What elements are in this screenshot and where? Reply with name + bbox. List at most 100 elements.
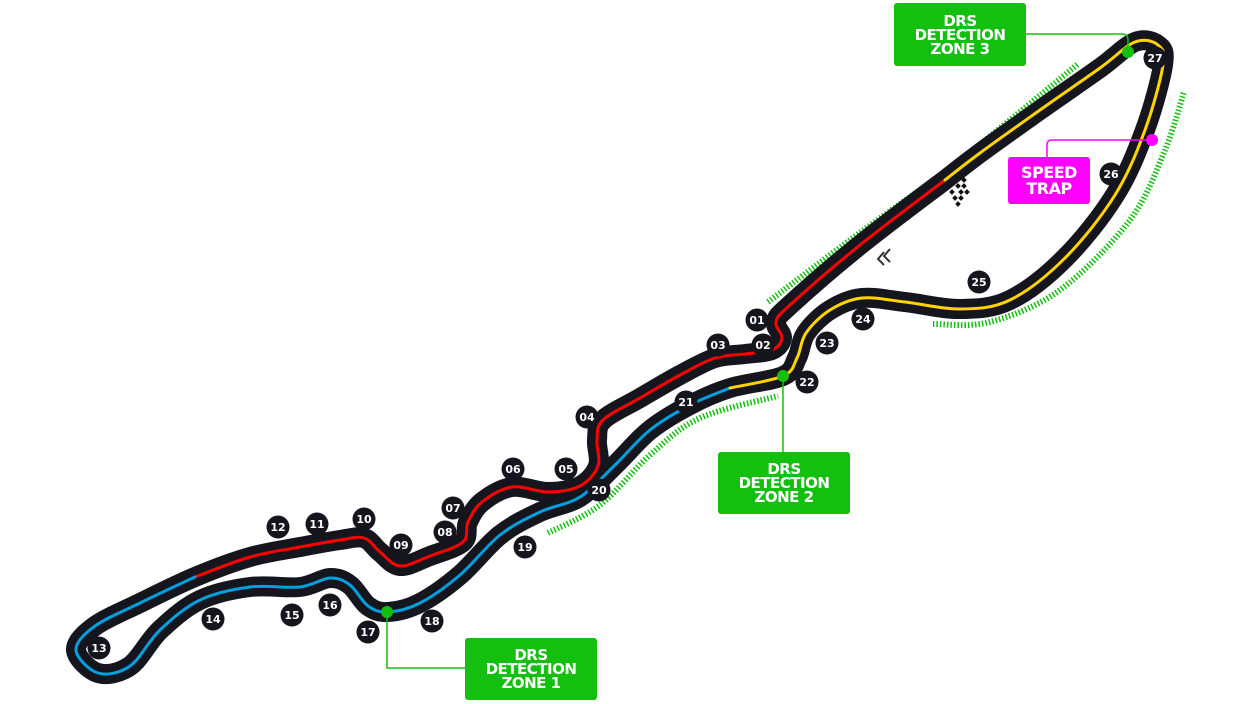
detection-dot bbox=[1146, 134, 1158, 146]
flag-square bbox=[955, 183, 961, 189]
turn-number: 27 bbox=[1147, 52, 1162, 65]
drs-detection-zone-1-label: DRS DETECTION ZONE 1 bbox=[465, 638, 597, 700]
turn-26: 26 bbox=[1099, 162, 1123, 186]
turn-18: 18 bbox=[420, 609, 444, 633]
turn-07: 07 bbox=[441, 496, 465, 520]
turn-03: 03 bbox=[706, 333, 730, 357]
turn-marker bbox=[587, 478, 611, 502]
turn-22: 22 bbox=[795, 370, 819, 394]
flag-square bbox=[961, 183, 967, 189]
turn-number: 25 bbox=[971, 276, 986, 289]
turn-marker bbox=[751, 333, 775, 357]
turn-number: 22 bbox=[799, 376, 814, 389]
sector-3-line bbox=[728, 38, 1166, 390]
turn-number: 10 bbox=[356, 513, 372, 526]
turn-number: 19 bbox=[517, 541, 532, 554]
turn-marker bbox=[356, 620, 380, 644]
flag-square bbox=[952, 195, 958, 201]
turn-20: 20 bbox=[587, 478, 611, 502]
turn-12: 12 bbox=[266, 515, 290, 539]
turn-number: 04 bbox=[579, 411, 595, 424]
turn-markers: 01 02 03 04 05 06 07 08 09 10 11 12 13 14 15 16 17 18 19 20… bbox=[87, 46, 1167, 660]
turn-marker bbox=[1099, 162, 1123, 186]
turn-number: 02 bbox=[755, 339, 770, 352]
turn-04: 04 bbox=[575, 405, 599, 429]
turn-number: 01 bbox=[749, 314, 764, 327]
turn-01: 01 bbox=[745, 308, 769, 332]
turn-number: 18 bbox=[424, 615, 439, 628]
turn-marker bbox=[266, 515, 290, 539]
flag-square bbox=[961, 177, 967, 183]
turn-marker bbox=[87, 636, 111, 660]
sector-1-line bbox=[193, 178, 947, 579]
turn-number: 03 bbox=[710, 339, 725, 352]
turn-14: 14 bbox=[201, 607, 225, 631]
label-line: DRS bbox=[767, 460, 801, 478]
turn-24: 24 bbox=[851, 307, 875, 331]
turn-number: 12 bbox=[270, 521, 285, 534]
turn-number: 05 bbox=[558, 463, 573, 476]
turn-marker bbox=[501, 457, 525, 481]
turn-marker bbox=[815, 331, 839, 355]
turn-marker bbox=[441, 496, 465, 520]
label-line: TRAP bbox=[1026, 178, 1072, 198]
turn-09: 09 bbox=[389, 533, 413, 557]
turn-number: 23 bbox=[819, 337, 834, 350]
turn-06: 06 bbox=[501, 457, 525, 481]
turn-27: 27 bbox=[1143, 46, 1167, 70]
turn-marker bbox=[967, 270, 991, 294]
chequered-flag-icon bbox=[949, 177, 970, 207]
turn-marker bbox=[795, 370, 819, 394]
turn-number: 21 bbox=[678, 396, 693, 409]
detection-dot bbox=[1122, 46, 1134, 58]
turn-number: 20 bbox=[591, 484, 607, 497]
turn-number: 13 bbox=[91, 642, 106, 655]
flag-square bbox=[958, 195, 964, 201]
detection-points bbox=[381, 46, 1158, 618]
label-line: DETECTION bbox=[914, 25, 1006, 44]
double-chevron-left-icon bbox=[876, 248, 891, 266]
turn-marker bbox=[706, 333, 730, 357]
flag-square bbox=[964, 189, 970, 195]
label-line: DRS bbox=[514, 646, 548, 664]
turn-10: 10 bbox=[352, 507, 376, 531]
label-connectors bbox=[386, 33, 1152, 669]
turn-19: 19 bbox=[513, 535, 537, 559]
turn-marker bbox=[554, 457, 578, 481]
turn-marker bbox=[352, 507, 376, 531]
turn-08: 08 bbox=[433, 520, 457, 544]
connector-line bbox=[1026, 33, 1129, 52]
turn-number: 26 bbox=[1103, 168, 1119, 181]
flag-square bbox=[955, 201, 961, 207]
turn-number: 09 bbox=[393, 539, 408, 552]
drs-detection-zone-3-label: DRS DETECTION ZONE 3 bbox=[894, 3, 1026, 66]
label-line: DRS bbox=[943, 11, 977, 30]
drs-detection-zone-2-label: DRS DETECTION ZONE 2 bbox=[718, 452, 850, 514]
turn-number: 17 bbox=[360, 626, 375, 639]
turn-23: 23 bbox=[815, 331, 839, 355]
turn-marker bbox=[1143, 46, 1167, 70]
connector-line bbox=[1046, 139, 1152, 157]
turn-marker bbox=[420, 609, 444, 633]
turn-05: 05 bbox=[554, 457, 578, 481]
label-line: ZONE 2 bbox=[754, 488, 814, 506]
drs-zone bbox=[932, 91, 1187, 329]
turn-25: 25 bbox=[967, 270, 991, 294]
turn-number: 14 bbox=[205, 613, 221, 626]
sector-2-line bbox=[74, 386, 732, 676]
turn-number: 16 bbox=[322, 599, 338, 612]
turn-marker bbox=[745, 308, 769, 332]
turn-number: 11 bbox=[309, 518, 324, 531]
label-line: DETECTION bbox=[738, 474, 830, 492]
turn-marker bbox=[575, 405, 599, 429]
turn-number: 15 bbox=[284, 609, 299, 622]
turn-21: 21 bbox=[674, 390, 698, 414]
turn-number: 24 bbox=[855, 313, 871, 326]
drs-zone bbox=[546, 393, 779, 536]
turn-marker bbox=[305, 512, 329, 536]
turn-marker bbox=[389, 533, 413, 557]
turn-marker bbox=[280, 603, 304, 627]
turn-02: 02 bbox=[751, 333, 775, 357]
turn-number: 07 bbox=[445, 502, 460, 515]
